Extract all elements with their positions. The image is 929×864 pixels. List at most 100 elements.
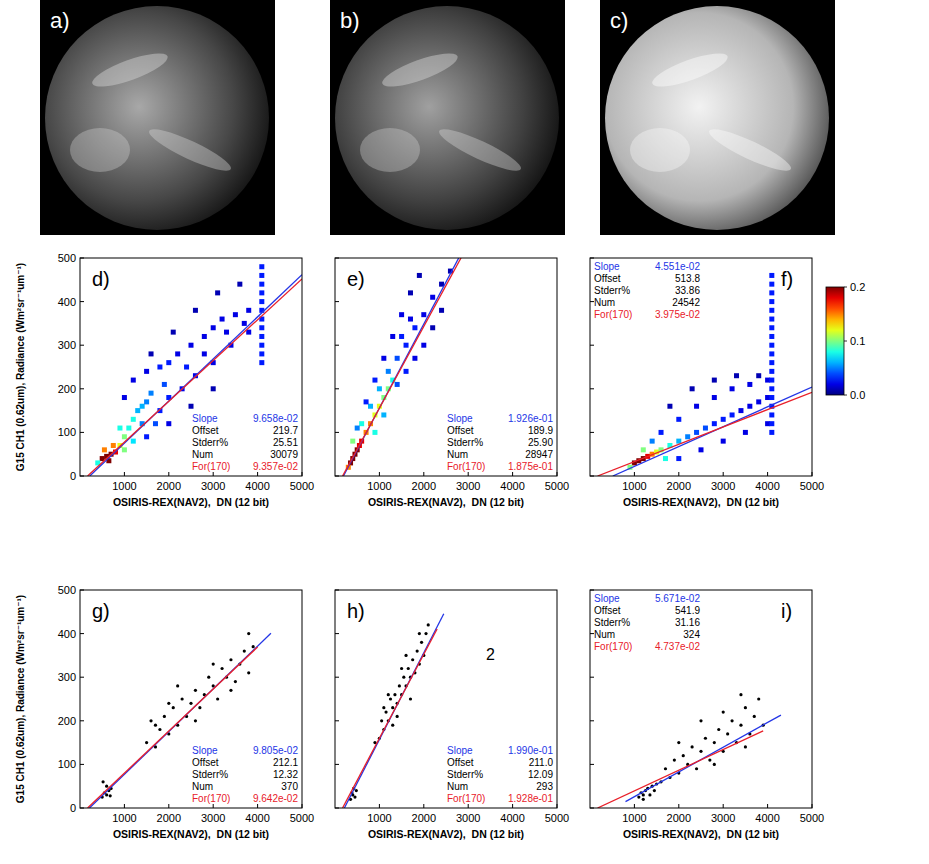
scatter-point (411, 658, 414, 661)
plot-frame (590, 590, 812, 808)
y-tick (335, 432, 339, 433)
x-tick-label: 5000 (545, 480, 569, 492)
x-tick (379, 472, 380, 476)
x-tick-label: 1000 (622, 812, 646, 824)
scatter-point (682, 754, 685, 757)
scatter-point (181, 697, 184, 700)
scatter-point (149, 719, 152, 722)
scatter-point (229, 689, 232, 692)
density-cell (769, 317, 774, 322)
y-tick (590, 258, 594, 259)
stat-name: Slope (192, 413, 218, 424)
plot-data (598, 693, 781, 808)
scatter-point (637, 796, 640, 799)
density-cell (259, 334, 264, 339)
x-tick (124, 472, 125, 476)
density-cell (390, 334, 395, 339)
y-tick (590, 476, 594, 477)
cloud (435, 123, 524, 177)
cloud (89, 47, 171, 93)
x-tick (168, 804, 169, 808)
density-cell (259, 299, 264, 304)
scatter-point (396, 715, 399, 718)
stat-name: Num (192, 449, 213, 460)
x-tick-label: 1000 (622, 480, 646, 492)
density-cell (153, 421, 158, 426)
stat-name: For(170) (192, 461, 230, 472)
y-tick (80, 720, 84, 721)
scatter-point (212, 663, 215, 666)
scatter-point (109, 794, 112, 797)
scatter-point (172, 706, 175, 709)
plot-frame (80, 258, 302, 476)
scatter-point (420, 641, 423, 644)
stat-name: Stderr% (594, 617, 630, 628)
density-cell (233, 312, 238, 317)
y-tick (335, 633, 339, 634)
density-cell (184, 365, 189, 370)
plot-background (590, 258, 812, 476)
scatter-point (105, 785, 108, 788)
stat-name: Stderr% (192, 769, 228, 780)
stat-name: Num (447, 449, 468, 460)
stat-value: 5.671e-02 (655, 593, 700, 604)
density-cell (769, 290, 774, 295)
x-tick (678, 472, 679, 476)
scatter-point (427, 623, 430, 626)
x-tick-label: 1000 (367, 812, 391, 824)
density-cell (149, 391, 154, 396)
density-cell (412, 325, 417, 330)
density-cell (756, 399, 761, 404)
y-tick-label: 200 (58, 383, 76, 395)
density-cell (412, 356, 417, 361)
density-cell (417, 273, 422, 278)
density-cell (756, 373, 761, 378)
stat-name: Stderr% (192, 437, 228, 448)
scatter-point (176, 684, 179, 687)
density-cell (712, 378, 717, 383)
plot-frame (590, 258, 812, 476)
stat-name: For(170) (447, 793, 485, 804)
x-axis-title: OSIRIS-REX(NAV2), DN (12 bit) (623, 828, 779, 840)
plot-data (88, 264, 302, 476)
x-tick (767, 472, 768, 476)
stat-name: Num (447, 781, 468, 792)
image-letter: a) (50, 8, 70, 33)
scatter-point (194, 719, 197, 722)
density-cell (364, 399, 369, 404)
x-tick-label: 5000 (290, 812, 314, 824)
scatter-point (355, 789, 358, 792)
y-tick (590, 677, 594, 678)
stat-value: 24542 (672, 297, 700, 308)
x-tick-label: 3000 (711, 812, 735, 824)
y-tick-label: 400 (58, 296, 76, 308)
scatter-point (158, 728, 161, 731)
density-cell (259, 343, 264, 348)
density-cell (166, 421, 171, 426)
density-cell (211, 386, 216, 391)
stat-value: 9.642e-02 (253, 793, 298, 804)
stat-name: Stderr% (447, 769, 483, 780)
x-tick-label: 2000 (412, 480, 436, 492)
x-axis-title: OSIRIS-REX(NAV2), DN (12 bit) (368, 496, 524, 508)
scatter-point (642, 798, 645, 801)
y-tick (80, 808, 84, 809)
scatter-point (247, 671, 250, 674)
x-tick-label: 5000 (800, 480, 824, 492)
density-cell (224, 330, 229, 335)
density-cell (703, 426, 708, 431)
x-tick-label: 2000 (157, 480, 181, 492)
x-tick (678, 804, 679, 808)
x-tick-label: 2000 (412, 812, 436, 824)
x-tick (257, 804, 258, 808)
stat-name: Offset (594, 273, 621, 284)
scatter-point (726, 732, 729, 735)
y-tick (335, 808, 339, 809)
x-tick (302, 804, 303, 808)
stat-value: 12.32 (273, 769, 298, 780)
x-tick-label: 3000 (201, 480, 225, 492)
x-tick-label: 2000 (157, 812, 181, 824)
x-tick-label: 4000 (755, 812, 779, 824)
stat-name: Slope (594, 261, 620, 272)
y-tick (80, 258, 84, 259)
